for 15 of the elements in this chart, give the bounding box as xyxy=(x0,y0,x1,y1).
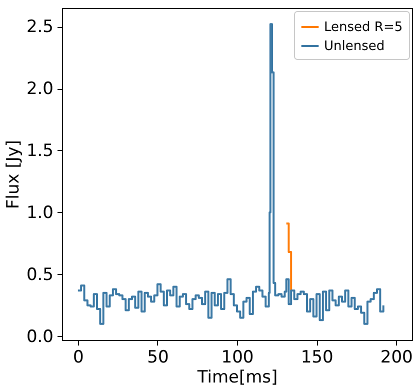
x-tick-label: 0 xyxy=(72,348,84,368)
legend-label: Lensed R=5 xyxy=(324,20,403,35)
y-axis-title: Flux [Jy] xyxy=(3,140,24,210)
y-tick-label: 1.5 xyxy=(26,140,54,161)
x-tick-label: 100 xyxy=(221,348,254,368)
x-tick-label: 150 xyxy=(300,348,334,368)
x-axis-title: Time[ms] xyxy=(196,368,278,387)
y-tick-label: 1.0 xyxy=(26,202,54,223)
legend-label: Unlensed xyxy=(324,39,385,54)
x-tick-label: 50 xyxy=(147,348,169,368)
y-tick-label: 0.5 xyxy=(26,264,54,285)
y-tick-label: 2.5 xyxy=(26,17,54,38)
x-tick-label: 200 xyxy=(380,348,413,368)
y-tick-label: 2.0 xyxy=(26,79,54,100)
y-tick-label: 0.0 xyxy=(26,326,54,347)
